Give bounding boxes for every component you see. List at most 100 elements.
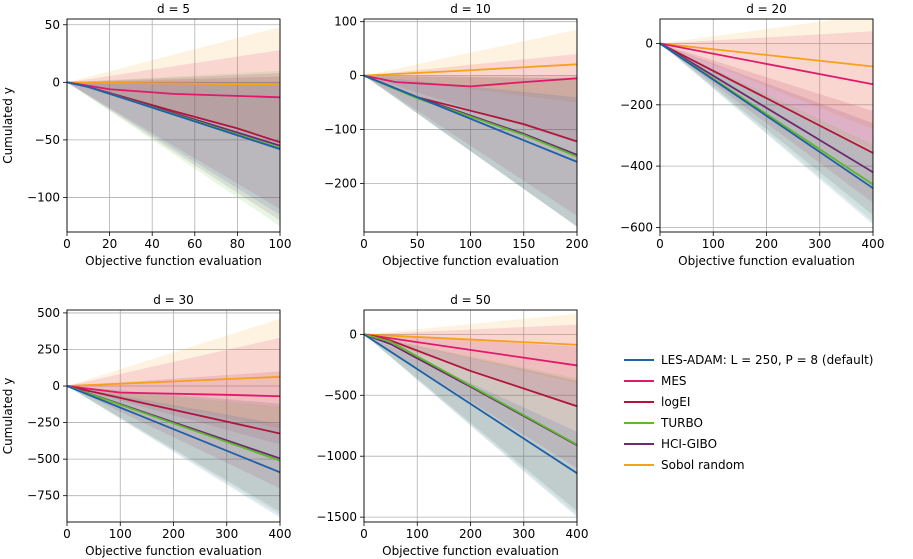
y-tick-label: 0: [349, 327, 357, 341]
x-tick-label: 400: [269, 527, 292, 541]
y-tick-label: −500: [27, 452, 60, 466]
x-axis-label: Objective function evaluation: [382, 544, 559, 558]
panel-title: d = 5: [157, 2, 190, 16]
band-sobol-random: [660, 19, 873, 130]
x-tick-label: 300: [215, 527, 238, 541]
series-line-les-adam: [67, 81, 280, 150]
series-line-les-adam: [67, 385, 280, 474]
series-line-logei: [660, 42, 873, 154]
legend-label: Sobol random: [661, 458, 745, 472]
series-line-mes: [67, 81, 280, 99]
series-line-sobol-random: [364, 63, 577, 77]
x-tick-label: 300: [808, 237, 831, 251]
x-tick-label: 200: [459, 527, 482, 541]
band-mes: [67, 337, 280, 445]
x-tick-label: 0: [63, 237, 71, 251]
plot-area: [364, 29, 577, 227]
axes-frame: [66, 18, 281, 233]
series-line-les-adam: [364, 333, 577, 475]
band-hci-gibo: [364, 334, 577, 512]
band-logei: [364, 75, 577, 216]
band-mes: [364, 324, 577, 408]
series-line-mes: [364, 74, 577, 88]
x-tick-label: 0: [360, 527, 368, 541]
band-les-adam: [364, 334, 577, 518]
band-turbo: [364, 75, 577, 227]
y-tick-label: 0: [645, 37, 653, 51]
y-tick-label: −200: [324, 176, 357, 190]
y-tick-label: −500: [324, 388, 357, 402]
band-turbo: [660, 43, 873, 222]
plot-area: [660, 19, 873, 225]
panel-1: 0 20 40 60 80 100 50 0 −50 −100 d = 5 Objective fun…: [1, 2, 291, 268]
band-les-adam: [660, 43, 873, 225]
plot-area: [67, 27, 280, 227]
y-tick-label: 50: [45, 18, 60, 32]
band-hci-gibo: [660, 43, 873, 216]
series-line-sobol-random: [660, 42, 873, 68]
y-tick-label: −100: [27, 190, 60, 204]
series-line-mes: [364, 333, 577, 367]
x-axis-label: Objective function evaluation: [678, 254, 855, 268]
x-tick-label: 20: [102, 237, 117, 251]
band-logei: [364, 334, 577, 469]
band-les-adam: [67, 82, 280, 215]
x-tick-label: 300: [512, 527, 535, 541]
x-axis-label: Objective function evaluation: [85, 544, 262, 558]
x-tick-label: 200: [162, 527, 185, 541]
series-line-mes: [660, 42, 873, 86]
x-tick-label: 40: [145, 237, 160, 251]
y-tick-label: 0: [349, 69, 357, 83]
y-tick-label: −1500: [316, 510, 357, 524]
legend-label: TURBO: [660, 416, 703, 430]
band-sobol-random: [67, 318, 280, 429]
y-tick-label: 250: [37, 342, 60, 356]
panel-2: 0 50 100 150 200 100 0 −100 −200 d = 10 Objective …: [324, 2, 588, 268]
y-tick-label: −200: [620, 98, 653, 112]
band-hci-gibo: [364, 75, 577, 227]
x-tick-label: 100: [406, 527, 429, 541]
x-tick-label: 100: [269, 237, 292, 251]
series-line-sobol-random: [67, 375, 280, 387]
panel-title: d = 20: [746, 2, 787, 16]
band-les-adam: [67, 386, 280, 518]
series-line-sobol-random: [364, 333, 577, 346]
x-axis-label: Objective function evaluation: [382, 254, 559, 268]
panel-5: 0 100 200 300 400 0 −500 −1000 −1500 d = 50 Object…: [316, 293, 588, 558]
legend: LES-ADAM: L = 250, P = 8 (default) MES log…: [624, 353, 873, 472]
series-line-les-adam: [364, 74, 577, 163]
series-line-sobol-random: [67, 81, 280, 86]
band-hci-gibo: [67, 73, 280, 221]
series-line-turbo: [364, 333, 577, 446]
y-tick-label: −400: [620, 159, 653, 173]
y-tick-label: −750: [27, 489, 60, 503]
series-line-les-adam: [660, 42, 873, 189]
panel-title: d = 10: [450, 2, 491, 16]
band-turbo: [67, 70, 280, 227]
y-tick-label: 100: [334, 15, 357, 29]
band-logei: [660, 43, 873, 203]
x-tick-label: 100: [109, 527, 132, 541]
series-line-mes: [67, 385, 280, 398]
band-sobol-random: [364, 313, 577, 384]
band-logei: [67, 76, 280, 209]
x-tick-label: 150: [512, 237, 535, 251]
x-tick-label: 200: [566, 237, 589, 251]
x-tick-label: 80: [230, 237, 245, 251]
y-axis-label: Cumulated y: [1, 87, 15, 164]
band-mes: [364, 54, 577, 144]
band-mes: [67, 50, 280, 146]
y-tick-label: −250: [27, 416, 60, 430]
x-tick-label: 100: [702, 237, 725, 251]
y-tick-label: 500: [37, 306, 60, 320]
plot-area: [364, 313, 577, 518]
y-tick-label: −600: [620, 220, 653, 234]
x-tick-label: 0: [63, 527, 71, 541]
x-tick-label: 0: [360, 237, 368, 251]
y-tick-label: 0: [52, 75, 60, 89]
series-line-logei: [67, 385, 280, 435]
x-tick-label: 200: [755, 237, 778, 251]
legend-label: logEI: [661, 395, 690, 409]
band-hci-gibo: [67, 386, 280, 512]
